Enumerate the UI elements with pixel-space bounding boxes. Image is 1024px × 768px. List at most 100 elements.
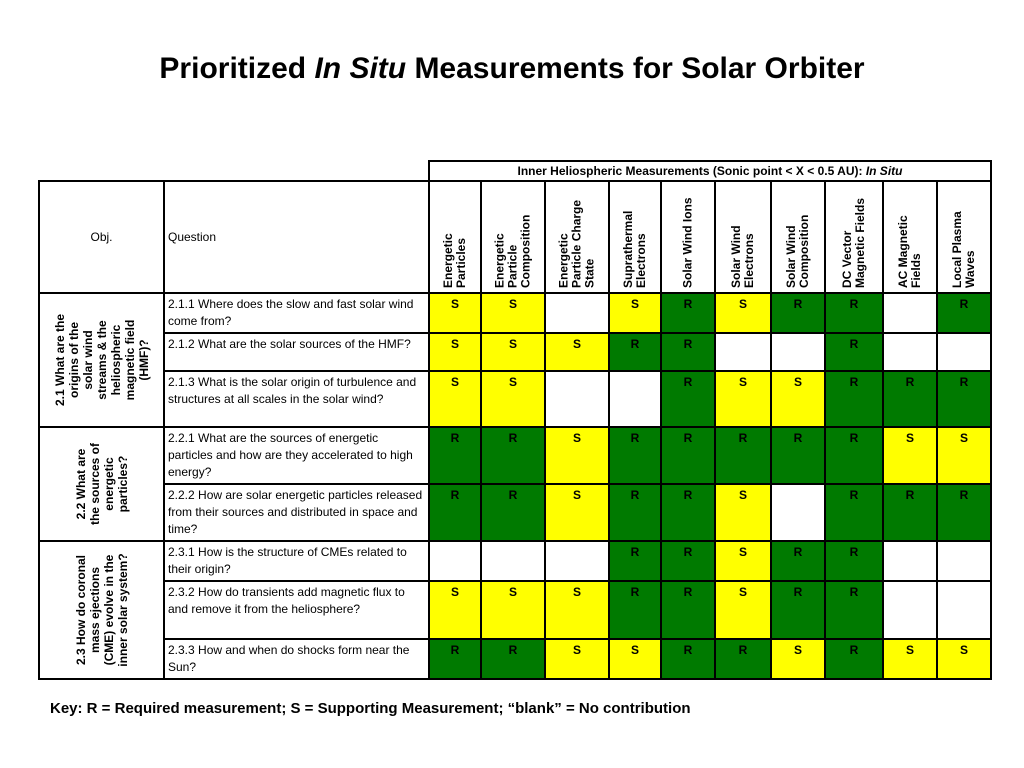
- required-cell: R: [770, 292, 826, 334]
- required-cell: R: [608, 540, 662, 582]
- column-header: DC Vector Magnetic Fields: [824, 180, 884, 294]
- supporting-cell: S: [714, 580, 772, 640]
- required-cell: R: [660, 292, 716, 334]
- blank-cell: [770, 483, 826, 542]
- supporting-cell: S: [936, 426, 992, 485]
- required-cell: R: [608, 580, 662, 640]
- column-header: Energetic Particle Charge State: [544, 180, 610, 294]
- question-cell: 2.1.1 Where does the slow and fast solar…: [163, 292, 430, 334]
- required-cell: R: [770, 426, 826, 485]
- supporting-cell: S: [714, 540, 772, 582]
- table-row: 2.1.2 What are the solar sources of the …: [39, 332, 992, 372]
- required-cell: R: [824, 292, 884, 334]
- required-cell: R: [770, 580, 826, 640]
- required-cell: R: [882, 483, 938, 542]
- column-header: Energetic Particle Composition: [480, 180, 546, 294]
- blank-cell: [882, 580, 938, 640]
- supporting-cell: S: [882, 426, 938, 485]
- required-cell: R: [428, 483, 482, 542]
- supporting-cell: S: [428, 332, 482, 372]
- required-cell: R: [824, 332, 884, 372]
- supporting-cell: S: [544, 332, 610, 372]
- supporting-cell: S: [544, 483, 610, 542]
- measurement-table: Inner Heliospheric Measurements (Sonic p…: [38, 160, 992, 680]
- required-cell: R: [882, 370, 938, 428]
- blank-cell: [882, 540, 938, 582]
- blank-cell: [608, 370, 662, 428]
- supporting-cell: S: [770, 370, 826, 428]
- blank-cell: [936, 580, 992, 640]
- required-cell: R: [660, 370, 716, 428]
- supporting-cell: S: [936, 638, 992, 680]
- legend-key: Key: R = Required measurement; S = Suppo…: [50, 700, 691, 717]
- required-cell: R: [824, 580, 884, 640]
- table-row: 2.3.2 How do transients add magnetic flu…: [39, 580, 992, 640]
- required-cell: R: [936, 292, 992, 334]
- required-cell: R: [714, 426, 772, 485]
- table-row: 2.2.2 How are solar energetic particles …: [39, 483, 992, 542]
- required-cell: R: [824, 483, 884, 542]
- required-cell: R: [936, 483, 992, 542]
- table-row: 2.1 What are the origins of the solar wind…: [38, 292, 992, 428]
- supporting-cell: S: [608, 292, 662, 334]
- required-cell: R: [480, 483, 546, 542]
- required-cell: R: [608, 332, 662, 372]
- blank-cell: [544, 370, 610, 428]
- supporting-cell: S: [714, 292, 772, 334]
- blank-cell: [936, 540, 992, 582]
- required-cell: R: [660, 483, 716, 542]
- supporting-cell: S: [544, 426, 610, 485]
- supporting-cell: S: [882, 638, 938, 680]
- supporting-cell: S: [428, 292, 482, 334]
- question-cell: 2.2.1 What are the sources of energetic …: [163, 426, 430, 485]
- column-header: Solar Wind Ions: [660, 180, 716, 294]
- required-cell: R: [608, 426, 662, 485]
- objective-cell: 2.2 What are the sources of energetic parti…: [38, 426, 165, 542]
- question-cell: 2.1.3 What is the solar origin of turbul…: [163, 370, 430, 428]
- required-cell: R: [824, 540, 884, 582]
- question-cell: 2.2.2 How are solar energetic particles …: [163, 483, 430, 542]
- supporting-cell: S: [544, 638, 610, 680]
- blank-cell: [544, 540, 610, 582]
- inner-heliospheric-header: Inner Heliospheric Measurements (Sonic p…: [428, 160, 992, 182]
- supporting-cell: S: [480, 580, 546, 640]
- obj-header: Obj.: [38, 180, 165, 294]
- supporting-cell: S: [428, 580, 482, 640]
- required-cell: R: [660, 332, 716, 372]
- empty-corner: [39, 161, 429, 181]
- required-cell: R: [936, 370, 992, 428]
- table-row: 2.3.3 How and when do shocks form near t…: [39, 638, 992, 680]
- supporting-cell: S: [480, 332, 546, 372]
- required-cell: R: [428, 426, 482, 485]
- supporting-cell: S: [714, 370, 772, 428]
- blank-cell: [882, 292, 938, 334]
- objective-cell: 2.1 What are the origins of the solar wind…: [38, 292, 165, 428]
- column-header: Solar Wind Electrons: [714, 180, 772, 294]
- required-cell: R: [480, 426, 546, 485]
- blank-cell: [770, 332, 826, 372]
- table-row: 2.2 What are the sources of energetic parti…: [38, 426, 992, 542]
- required-cell: R: [608, 483, 662, 542]
- supporting-cell: S: [480, 292, 546, 334]
- page-title: Prioritized In Situ Measurements for Sol…: [159, 52, 865, 85]
- column-header: AC Magnetic Fields: [882, 180, 938, 294]
- required-cell: R: [770, 540, 826, 582]
- blank-cell: [428, 540, 482, 582]
- supporting-cell: S: [428, 370, 482, 428]
- column-header: Energetic Particles: [428, 180, 482, 294]
- question-cell: 2.1.2 What are the solar sources of the …: [163, 332, 430, 372]
- question-cell: 2.3.2 How do transients add magnetic flu…: [163, 580, 430, 640]
- blank-cell: [714, 332, 772, 372]
- required-cell: R: [824, 370, 884, 428]
- supporting-cell: S: [714, 483, 772, 542]
- blank-cell: [936, 332, 992, 372]
- blank-cell: [544, 292, 610, 334]
- blank-cell: [882, 332, 938, 372]
- required-cell: R: [660, 638, 716, 680]
- required-cell: R: [660, 580, 716, 640]
- question-header: Question: [163, 180, 430, 294]
- table-row: 2.1.3 What is the solar origin of turbul…: [39, 370, 992, 428]
- supporting-cell: S: [608, 638, 662, 680]
- required-cell: R: [660, 426, 716, 485]
- supporting-cell: S: [480, 370, 546, 428]
